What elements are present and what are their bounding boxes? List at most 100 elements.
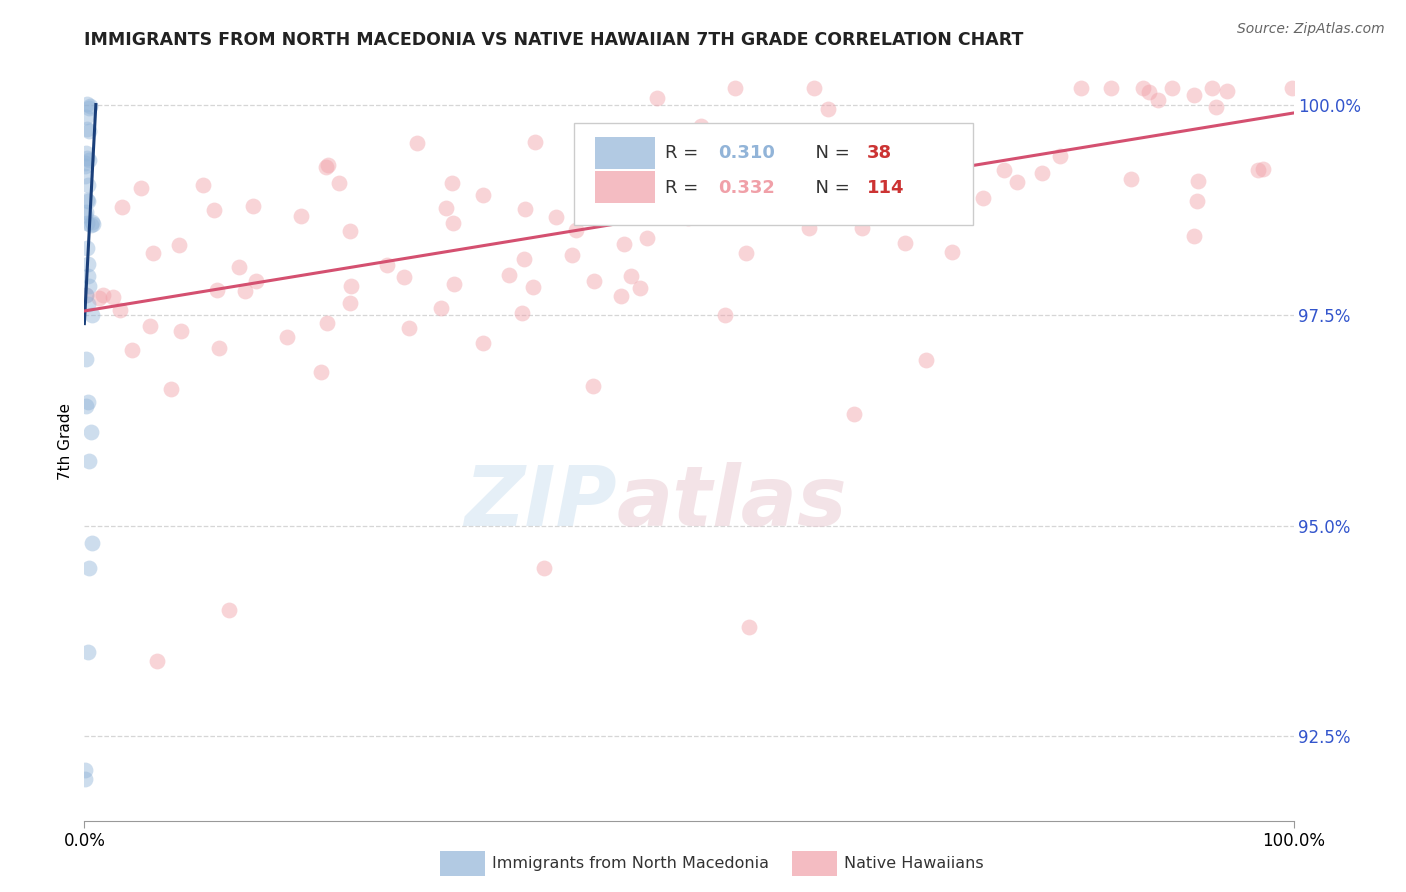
Point	[75, 145, 97, 160]
Point	[228, 260, 250, 274]
Text: Immigrants from North Macedonia: Immigrants from North Macedonia	[492, 856, 769, 871]
Point	[392, 269, 415, 284]
Point	[191, 178, 214, 192]
Point	[76, 216, 98, 230]
Text: 114: 114	[866, 178, 904, 196]
Point	[724, 80, 747, 95]
Point	[139, 319, 162, 334]
Point	[129, 181, 152, 195]
Text: R =: R =	[665, 145, 704, 162]
Text: 0.310: 0.310	[718, 145, 775, 162]
Point	[1216, 84, 1239, 98]
Point	[676, 147, 699, 161]
Point	[1137, 85, 1160, 99]
Point	[1251, 162, 1274, 177]
Point	[588, 196, 610, 211]
Point	[620, 269, 643, 284]
Point	[645, 91, 668, 105]
Point	[309, 365, 332, 379]
Point	[513, 202, 536, 216]
Point	[375, 258, 398, 272]
Point	[434, 201, 457, 215]
Point	[1185, 194, 1208, 208]
Point	[1201, 80, 1223, 95]
Point	[1099, 80, 1122, 95]
Point	[1005, 175, 1028, 189]
Point	[76, 194, 98, 208]
Point	[77, 279, 100, 293]
Y-axis label: 7th Grade: 7th Grade	[58, 403, 73, 480]
Point	[73, 208, 96, 222]
Point	[533, 561, 555, 575]
Point	[893, 235, 915, 250]
Point	[202, 202, 225, 217]
Point	[582, 379, 605, 393]
Point	[75, 287, 97, 301]
Point	[76, 122, 98, 136]
Point	[941, 244, 963, 259]
Point	[678, 211, 700, 225]
Point	[827, 194, 849, 209]
Text: 38: 38	[866, 145, 891, 162]
Point	[613, 236, 636, 251]
Text: IMMIGRANTS FROM NORTH MACEDONIA VS NATIVE HAWAIIAN 7TH GRADE CORRELATION CHART: IMMIGRANTS FROM NORTH MACEDONIA VS NATIV…	[84, 31, 1024, 49]
Point	[797, 221, 820, 235]
Point	[315, 161, 337, 175]
Point	[339, 224, 361, 238]
Point	[582, 274, 605, 288]
Point	[110, 200, 132, 214]
Point	[73, 772, 96, 786]
Point	[76, 151, 98, 165]
Point	[170, 324, 193, 338]
Point	[581, 207, 603, 221]
Point	[472, 187, 495, 202]
Point	[242, 199, 264, 213]
Point	[723, 161, 745, 176]
Point	[1182, 228, 1205, 243]
Point	[76, 240, 98, 254]
Point	[87, 291, 110, 305]
Point	[77, 178, 100, 193]
Point	[205, 283, 228, 297]
Point	[636, 231, 658, 245]
Point	[79, 124, 101, 138]
Text: R =: R =	[665, 178, 704, 196]
Point	[430, 301, 453, 315]
Point	[564, 223, 586, 237]
Point	[689, 119, 711, 133]
Point	[76, 96, 98, 111]
Point	[218, 603, 240, 617]
Point	[1205, 100, 1227, 114]
Point	[233, 284, 256, 298]
Point	[524, 135, 547, 149]
Point	[76, 204, 98, 219]
Point	[160, 382, 183, 396]
Point	[103, 290, 125, 304]
Point	[993, 163, 1015, 178]
Point	[1070, 80, 1092, 95]
Point	[1161, 80, 1184, 95]
Point	[167, 237, 190, 252]
Point	[245, 274, 267, 288]
Point	[441, 216, 464, 230]
FancyBboxPatch shape	[574, 123, 973, 226]
Point	[972, 191, 994, 205]
Point	[1147, 93, 1170, 107]
Point	[443, 277, 465, 292]
Point	[546, 211, 568, 225]
Point	[328, 176, 350, 190]
Point	[696, 199, 718, 213]
Point	[766, 131, 789, 145]
Point	[900, 186, 922, 200]
Point	[79, 561, 101, 575]
Point	[1187, 174, 1209, 188]
Point	[276, 330, 298, 344]
Text: atlas: atlas	[616, 462, 846, 542]
Point	[1182, 87, 1205, 102]
Point	[877, 200, 900, 214]
Point	[75, 399, 97, 413]
Point	[77, 257, 100, 271]
Point	[73, 169, 96, 184]
Point	[761, 142, 783, 156]
Point	[735, 245, 758, 260]
